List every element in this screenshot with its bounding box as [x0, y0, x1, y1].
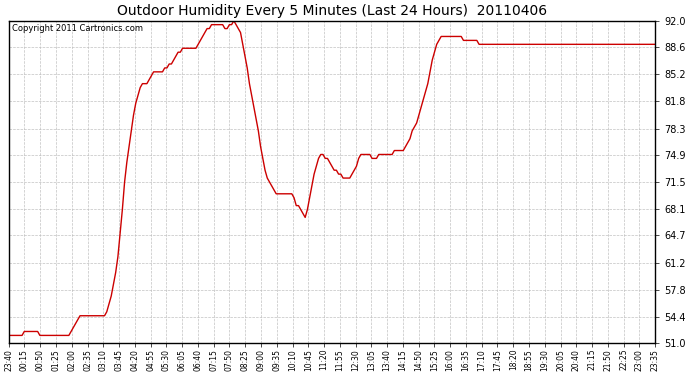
Text: Copyright 2011 Cartronics.com: Copyright 2011 Cartronics.com — [12, 24, 143, 33]
Title: Outdoor Humidity Every 5 Minutes (Last 24 Hours)  20110406: Outdoor Humidity Every 5 Minutes (Last 2… — [117, 4, 547, 18]
